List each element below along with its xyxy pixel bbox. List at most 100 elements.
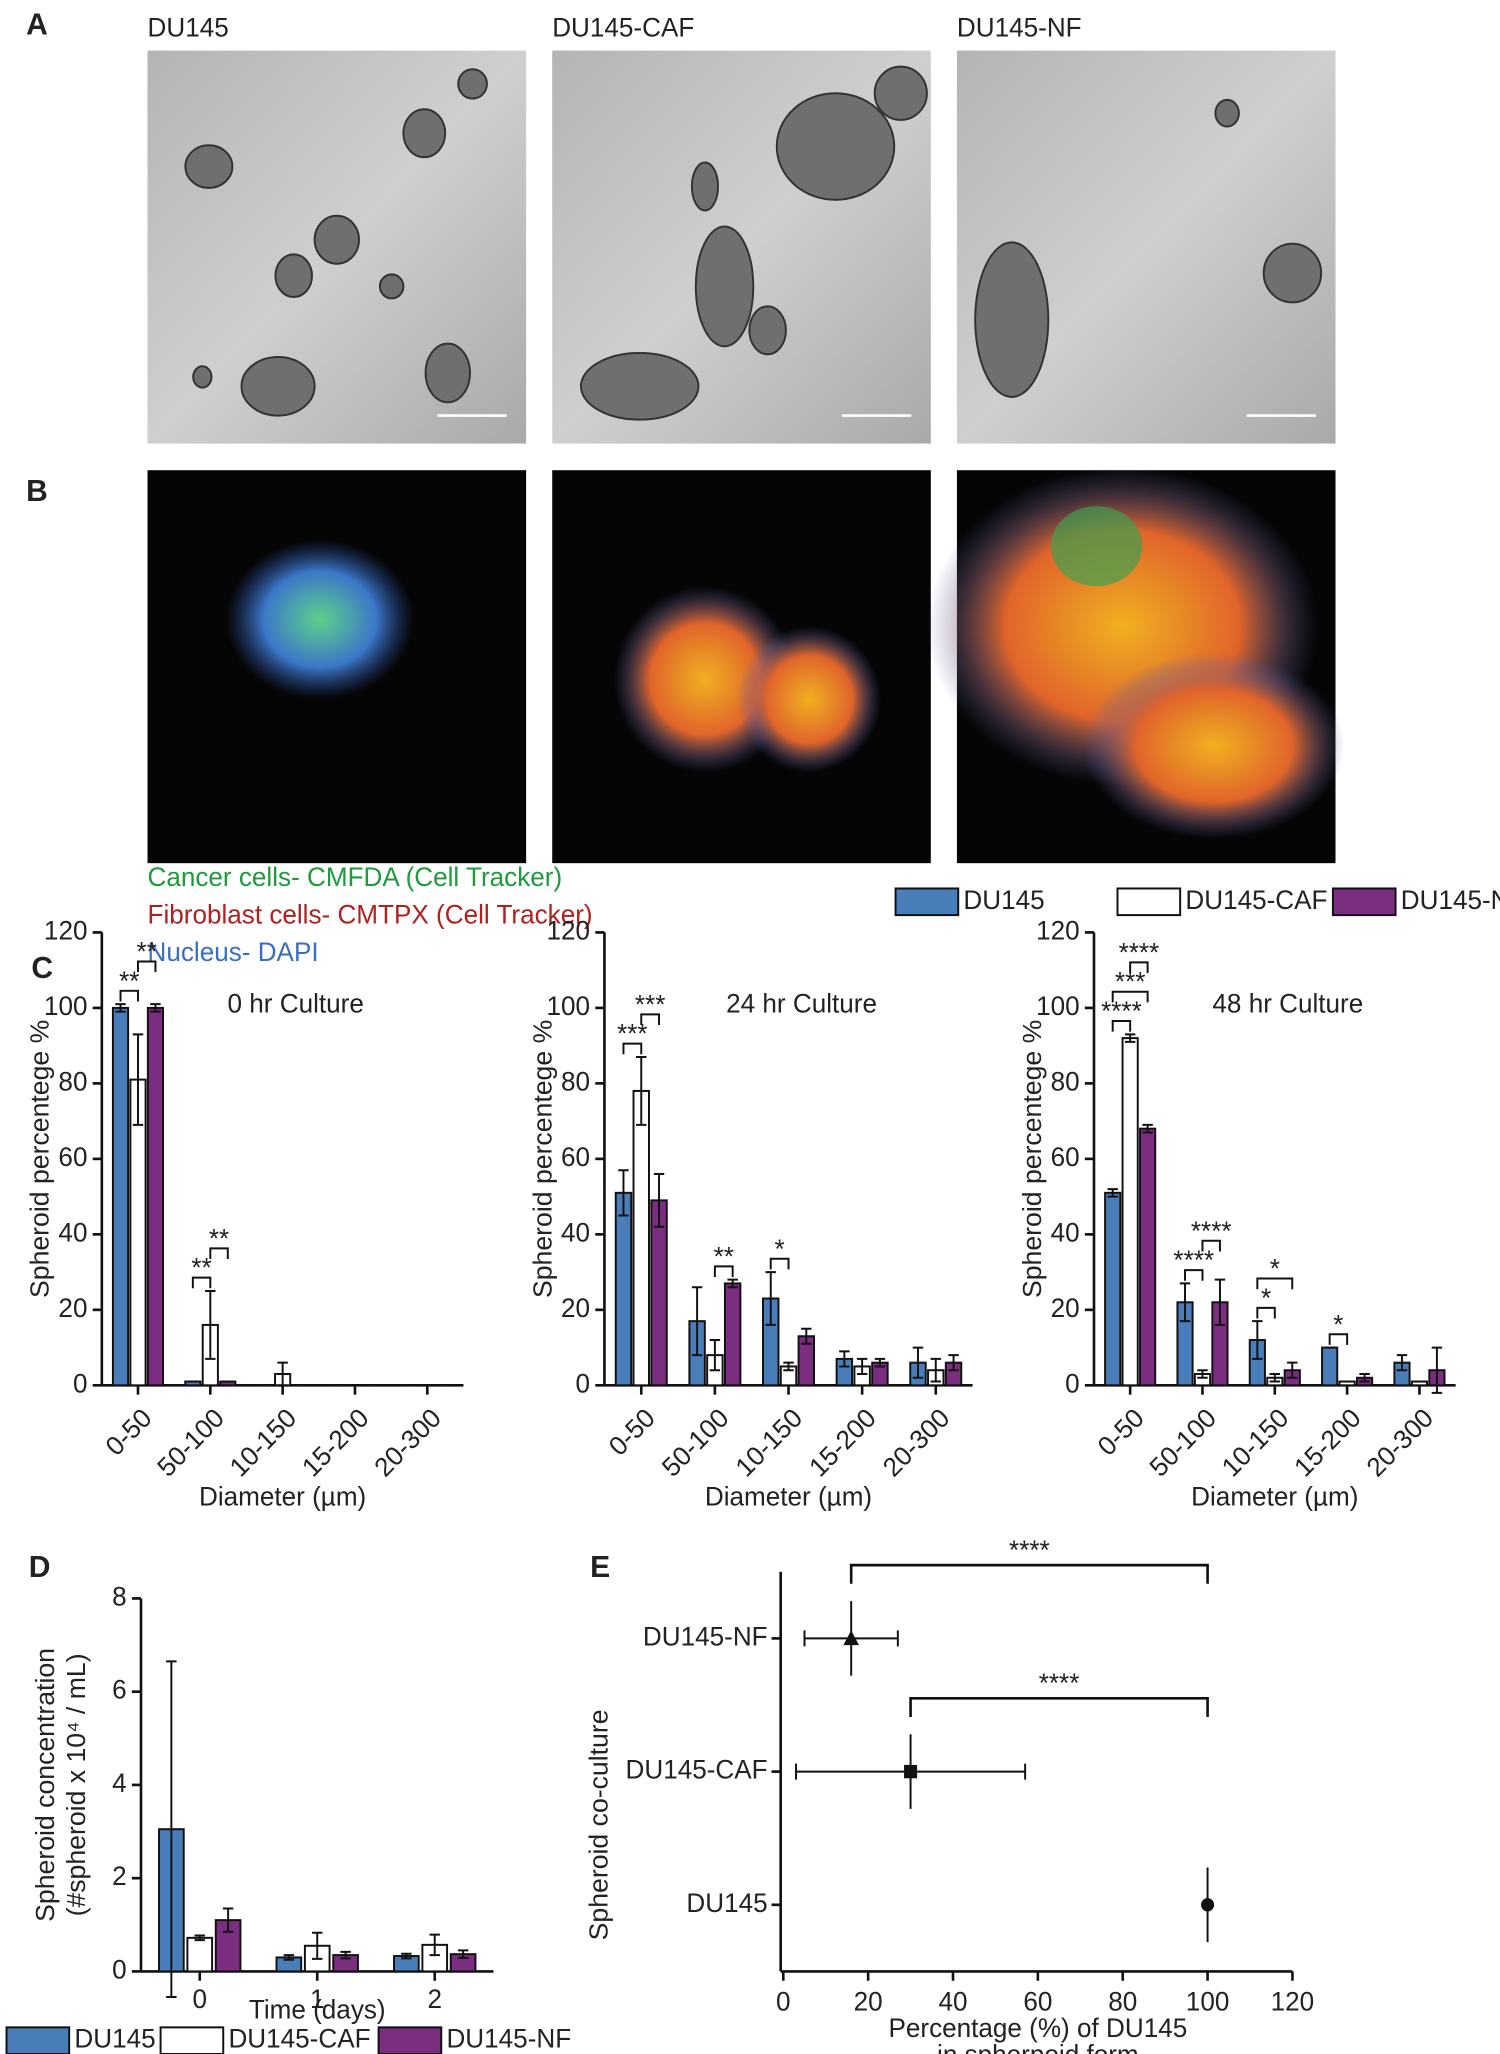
x-axis-label: Diameter (µm) xyxy=(705,1481,872,1511)
panel-label: D xyxy=(29,1551,51,1584)
bar xyxy=(1321,1346,1339,1387)
y-tick-label: 60 xyxy=(58,1142,87,1172)
x-tick-label: 0 xyxy=(776,1986,791,2016)
significance-bracket xyxy=(713,1265,734,1277)
x-tick-label: 20 xyxy=(854,1986,883,2016)
y-tick-label: 80 xyxy=(561,1066,590,1096)
significance-label: ** xyxy=(714,1241,734,1271)
significance-label: ** xyxy=(119,966,139,996)
bar xyxy=(632,1089,650,1387)
x-tick-label: 10-150 xyxy=(1216,1402,1294,1482)
bar xyxy=(186,1936,214,1973)
error-bar xyxy=(691,1286,703,1357)
significance-label: ** xyxy=(137,936,157,966)
significance-label: * xyxy=(1261,1283,1271,1313)
error-bar xyxy=(653,1172,665,1228)
x-tick-label: 0-50 xyxy=(100,1402,158,1461)
error-bar xyxy=(194,1934,205,1942)
error-bar xyxy=(912,1346,924,1379)
significance-label: **** xyxy=(1173,1245,1214,1275)
significance-label: **** xyxy=(1009,1535,1050,1565)
error-bar xyxy=(222,1907,234,1933)
significance-bracket xyxy=(849,1563,1209,1584)
error-bar xyxy=(1142,1123,1153,1134)
legend-swatch xyxy=(1116,887,1182,917)
significance-bracket xyxy=(209,1247,229,1259)
y-tick-label: 2 xyxy=(112,1861,127,1891)
point xyxy=(904,1764,918,1779)
error-bar xyxy=(874,1357,886,1368)
y-tick-label: 80 xyxy=(1051,1066,1080,1096)
error-bar xyxy=(727,1278,738,1289)
significance-bracket xyxy=(640,1013,661,1026)
x-tick-label: 100 xyxy=(1186,1986,1230,2016)
image-title: DU145-NF xyxy=(957,12,1082,42)
chart-title: 0 hr Culture xyxy=(228,988,364,1018)
significance-bracket xyxy=(1184,1269,1204,1281)
legend-label: DU145 xyxy=(74,2023,155,2053)
y-axis-label: (#spheroid x 10⁴ / mL) xyxy=(61,1653,91,1916)
x-axis-label: Diameter (µm) xyxy=(1191,1481,1358,1511)
significance-bracket xyxy=(1111,1020,1132,1032)
error-bar xyxy=(115,1003,126,1013)
significance-label: **** xyxy=(1119,937,1160,967)
error-bar xyxy=(150,1003,161,1013)
y-tick-label: 0 xyxy=(576,1368,591,1398)
x-tick-label: 10-150 xyxy=(224,1402,302,1482)
error-bar xyxy=(401,1952,412,1960)
point xyxy=(843,1630,860,1646)
y-tick-label: 20 xyxy=(1051,1293,1080,1323)
point xyxy=(1201,1898,1215,1912)
significance-bracket xyxy=(622,1042,643,1055)
bar xyxy=(723,1282,742,1387)
error-bar xyxy=(765,1271,776,1326)
y-tick-label: 60 xyxy=(561,1142,590,1172)
y-tick-label: 6 xyxy=(112,1674,127,1704)
x-axis-label: Diameter (µm) xyxy=(199,1481,366,1511)
fluorescence-images xyxy=(147,466,1345,864)
significance-bracket xyxy=(119,989,139,1002)
legend-label: DU145-NF xyxy=(1401,885,1500,915)
stain-legend: Cancer cells- CMFDA (Cell Tracker) xyxy=(148,862,563,892)
x-tick-label: 10-150 xyxy=(730,1402,808,1482)
stain-legend: Fibroblast cells- CMTPX (Cell Tracker) xyxy=(148,899,593,929)
x-tick-label: 0 xyxy=(192,1984,207,2014)
error-bar xyxy=(1396,1354,1408,1372)
y-tick-label: 8 xyxy=(112,1581,127,1611)
significance-bracket xyxy=(191,1276,212,1289)
legend-swatch xyxy=(1331,887,1397,917)
significance-label: **** xyxy=(1101,996,1142,1026)
chart-title: 48 hr Culture xyxy=(1212,988,1363,1018)
error-bar xyxy=(839,1350,850,1368)
stain-legend: Nucleus- DAPI xyxy=(148,937,319,967)
significance-label: ** xyxy=(209,1223,229,1253)
bar xyxy=(146,1006,165,1387)
error-bar xyxy=(948,1354,959,1372)
significance-bracket xyxy=(1129,961,1149,974)
x-tick-label: 15-200 xyxy=(296,1402,374,1482)
error-bar xyxy=(277,1361,288,1387)
y-tick-label: 100 xyxy=(547,991,591,1021)
y-tick-label: 40 xyxy=(1051,1217,1080,1247)
significance-label: * xyxy=(1333,1309,1343,1339)
y-tick-label: 120 xyxy=(1036,915,1080,945)
panel-label: A xyxy=(26,8,48,41)
x-axis-label: in spherpoid form xyxy=(937,2039,1139,2054)
x-tick-label: 120 xyxy=(1271,1986,1315,2016)
panel-label: B xyxy=(26,475,48,508)
x-tick-label: 50-100 xyxy=(1144,1402,1222,1482)
x-tick-label: 60 xyxy=(1023,1986,1052,2016)
x-axis-label: Percentage (%) of DU145 xyxy=(888,2013,1187,2043)
y-tick-label: DU145-CAF xyxy=(626,1754,768,1784)
bar xyxy=(111,1006,130,1387)
y-axis-label: Spheroid concentration xyxy=(30,1648,60,1922)
significance-bracket xyxy=(1111,990,1149,1003)
x-tick-label: 50-100 xyxy=(151,1402,229,1482)
y-tick-label: 120 xyxy=(547,915,591,945)
y-tick-label: 100 xyxy=(1036,991,1080,1021)
error-bar xyxy=(1359,1372,1370,1383)
y-tick-label: 100 xyxy=(44,991,88,1021)
significance-bracket xyxy=(137,960,157,973)
legend-label: DU145 xyxy=(963,885,1044,915)
error-bar xyxy=(618,1169,629,1217)
